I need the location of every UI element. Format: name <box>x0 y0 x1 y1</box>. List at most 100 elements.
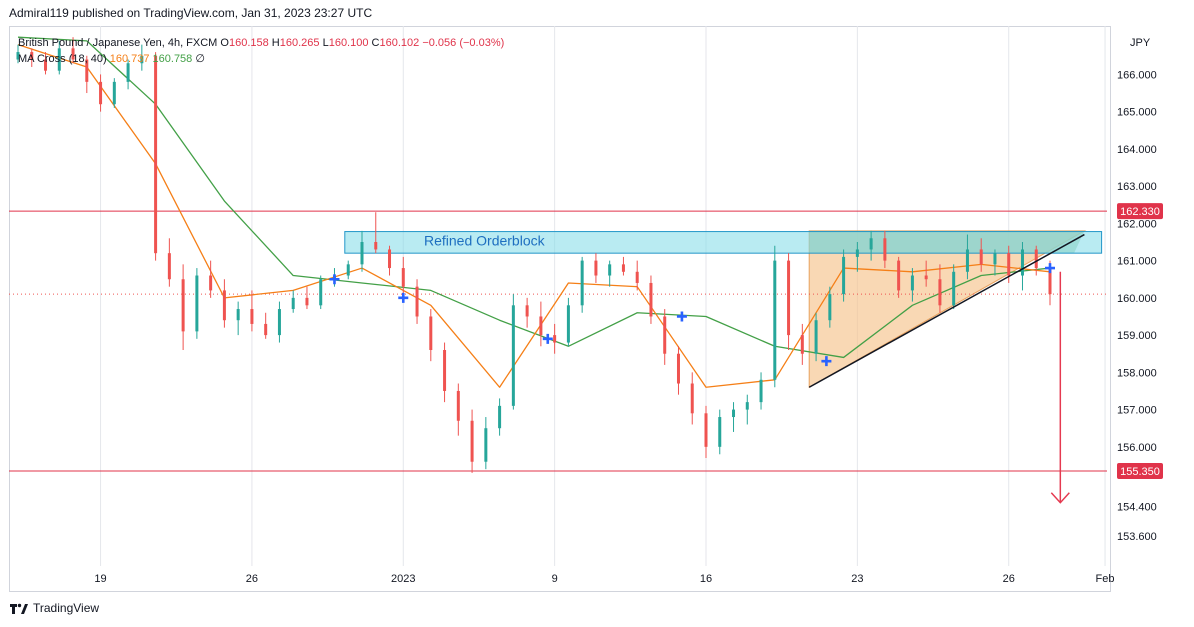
y-tick-label: 164.000 <box>1117 144 1157 156</box>
currency-label: JPY <box>1130 37 1151 49</box>
ma-cross-label[interactable]: MA Cross (18, 40) <box>18 53 107 65</box>
candle-body <box>305 297 309 306</box>
low-value: 160.100 <box>328 37 369 49</box>
candle-body <box>360 242 364 265</box>
orderblock-label: Refined Orderblock <box>424 233 546 249</box>
high-value: 160.265 <box>279 37 320 49</box>
candle-body <box>732 409 736 418</box>
y-tick-label: 157.000 <box>1117 405 1157 417</box>
tradingview-logo-icon <box>10 602 28 614</box>
candle-body <box>787 260 791 336</box>
ma-cross-marker <box>821 356 832 367</box>
y-tick-label: 166.000 <box>1117 69 1157 81</box>
candle-body <box>374 242 378 250</box>
candle-body <box>71 48 75 60</box>
candle-body <box>401 268 405 287</box>
candle-body <box>553 335 557 343</box>
candle-body <box>511 305 515 406</box>
candle-body <box>388 249 392 269</box>
candle-body <box>855 249 859 257</box>
candle-body <box>429 316 433 350</box>
candle-body <box>718 417 722 447</box>
candle-body <box>209 275 213 291</box>
candle-body <box>250 309 254 324</box>
candle-body <box>346 264 350 276</box>
candle-body <box>566 305 570 343</box>
y-tick-label: 156.000 <box>1117 442 1157 454</box>
candle-body <box>484 428 488 462</box>
candle-body <box>44 59 48 71</box>
candle-body <box>140 55 144 64</box>
candle-body <box>897 260 901 291</box>
ma-fast-line <box>17 44 1051 388</box>
candle-body <box>470 420 474 462</box>
ma-cross-marker <box>542 333 553 344</box>
candle-body <box>979 249 983 265</box>
candle-body <box>663 316 667 354</box>
candle-body <box>993 253 997 265</box>
symbol-name[interactable]: British Pound / Japanese Yen, 4h, FXCM <box>18 37 218 49</box>
candle-body <box>415 286 419 317</box>
candle-body <box>704 413 708 447</box>
candle-body <box>676 353 680 384</box>
change-value: −0.056 (−0.03%) <box>422 37 505 49</box>
price-level-badge <box>1117 203 1163 220</box>
candle-body <box>1007 253 1011 276</box>
candle-body <box>291 297 295 310</box>
candle-body <box>498 405 502 429</box>
y-tick-label: 158.000 <box>1117 367 1157 379</box>
ma-cross-marker <box>329 274 340 285</box>
chart-frame[interactable] <box>9 26 1111 592</box>
ma-flag: ∅ <box>195 53 205 65</box>
candle-body <box>608 264 612 276</box>
candle-body <box>167 253 171 280</box>
ma-cross-marker <box>398 292 409 303</box>
x-tick-label: 9 <box>552 573 558 585</box>
candle-body <box>1048 268 1052 295</box>
ma-slow-value: 160.758 <box>152 53 193 65</box>
candle-body <box>222 290 226 321</box>
candle-body <box>30 52 34 60</box>
rising-trend-line <box>808 233 1085 388</box>
candle-body <box>1020 249 1024 276</box>
candle-body <box>456 390 460 421</box>
ma-cross-marker <box>676 311 687 322</box>
indicator-row: MA Cross (18, 40) 160.737 160.758 ∅ <box>18 51 504 67</box>
candle-body <box>85 59 89 82</box>
price-chart[interactable]: 19 26 2023 9 16 23 26 Feb 153.600 154.400 156.000 1… <box>0 0 1194 600</box>
candle-body <box>690 383 694 414</box>
candle-body <box>195 275 199 332</box>
candle-body <box>814 320 818 354</box>
ma-fast-value: 160.737 <box>109 53 150 65</box>
candle-body <box>57 48 61 71</box>
close-label: C <box>371 37 380 49</box>
footer-brand: TradingView <box>33 601 100 615</box>
candle-body <box>264 323 268 336</box>
candle-body <box>759 379 763 403</box>
candle-body <box>635 271 639 283</box>
candle-body <box>828 294 832 321</box>
y-tick-label: 161.000 <box>1117 256 1157 268</box>
y-tick-label: 163.000 <box>1117 181 1157 193</box>
x-tick-label: 23 <box>851 573 863 585</box>
candle-body <box>539 316 543 336</box>
candle-body <box>842 256 846 295</box>
price-level-label: 155.350 <box>1120 466 1160 478</box>
candle-body <box>965 249 969 272</box>
candle-body <box>938 279 942 306</box>
candle-body <box>236 309 240 321</box>
x-tick-label: 19 <box>94 573 106 585</box>
y-tick-label: 153.600 <box>1117 531 1157 543</box>
y-tick-label: 160.000 <box>1117 293 1157 305</box>
footer: TradingView <box>10 601 99 615</box>
candle-body <box>924 275 928 280</box>
x-tick-label: 16 <box>700 573 712 585</box>
candle-body <box>773 260 777 380</box>
y-tick-label: 162.000 <box>1117 218 1157 230</box>
price-level-label: 162.330 <box>1120 206 1160 218</box>
ma-cross-marker <box>1045 263 1055 274</box>
x-tick-label: 2023 <box>391 573 415 585</box>
candle-body <box>910 275 914 291</box>
candle-body <box>621 264 625 272</box>
candle-body <box>16 52 20 60</box>
